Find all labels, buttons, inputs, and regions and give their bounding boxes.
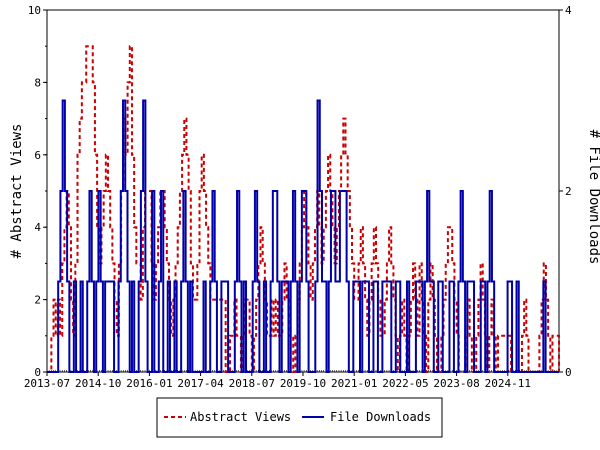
x-tick-label: 2022-05 — [382, 377, 428, 390]
x-tick-label: 2023-08 — [433, 377, 479, 390]
series-lines — [47, 45, 560, 373]
y-axis-right: 0 2 4 — [559, 4, 572, 379]
y-axis-left-title: # Abstract Views — [9, 124, 25, 259]
y-left-tick-label: 2 — [34, 294, 41, 307]
x-tick-label: 2014-10 — [75, 377, 121, 390]
y-left-tick-label: 4 — [34, 221, 41, 234]
legend: Abstract Views File Downloads — [156, 397, 443, 438]
x-tick-label: 2024-11 — [485, 377, 531, 390]
y-left-tick-label: 0 — [34, 366, 41, 379]
y-axis-right-title: # File Downloads — [586, 130, 600, 265]
x-tick-label: 2017-04 — [177, 377, 224, 390]
legend-label-abstract-views: Abstract Views — [190, 410, 291, 424]
legend-box — [156, 397, 443, 438]
y-axis-left: 0 2 4 6 8 10 — [28, 4, 47, 379]
y-left-tick-label: 8 — [34, 76, 41, 89]
y-right-tick-label: 0 — [565, 366, 572, 379]
x-tick-label: 2019-10 — [280, 377, 326, 390]
y-right-tick-label: 2 — [565, 185, 572, 198]
x-tick-label: 2016-01 — [126, 377, 172, 390]
legend-label-file-downloads: File Downloads — [330, 410, 431, 424]
x-tick-label: 2018-07 — [229, 377, 275, 390]
y-right-tick-label: 4 — [565, 4, 572, 17]
x-tick-label: 2021-01 — [331, 377, 377, 390]
x-tick-label: 2013-07 — [24, 377, 70, 390]
y-left-tick-label: 10 — [28, 4, 41, 17]
series-line-file-downloads — [47, 99, 559, 373]
y-left-tick-label: 6 — [34, 149, 41, 162]
